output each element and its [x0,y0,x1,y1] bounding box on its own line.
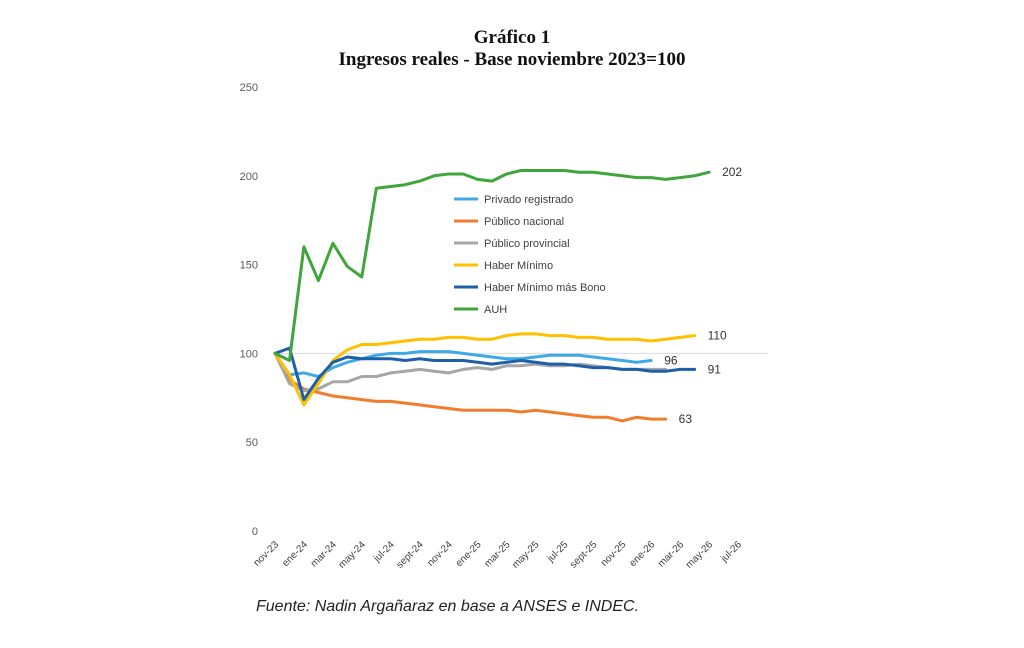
x-tick-label-22: sept-25 [568,539,600,571]
y-tick-label-3: 150 [240,260,258,272]
series-line-4 [273,346,697,402]
x-tick-label-0: nov-23 [252,539,282,569]
y-tick-label-1: 50 [246,437,258,449]
end-label-1: 110 [708,329,727,343]
legend-label-3: Haber Mínimo [484,260,553,272]
y-tick-label-2: 100 [240,348,258,360]
end-label-2: 96 [664,354,678,368]
chart-subtitle: Ingresos reales - Base noviembre 2023=10… [338,49,686,70]
x-tick-label-32: jul-26 [718,539,744,565]
x-tick-label-10: sept-24 [394,539,426,571]
x-tick-label-6: may-24 [337,539,369,571]
legend-label-0: Privado registrado [484,194,573,206]
x-tick-label-18: may-25 [510,539,542,571]
y-tick-label-0: 0 [252,526,258,538]
source-note: Fuente: Nadin Argañaraz en base a ANSES … [256,598,640,615]
x-tick-label-16: mar-25 [482,539,512,569]
end-label-4: 63 [679,412,693,426]
x-tick-label-2: ene-24 [280,539,310,569]
series-line-0 [273,350,653,378]
chart-title: Gráfico 1 [473,27,551,48]
x-tick-label-20: jul-25 [545,539,571,565]
end-label-0: 202 [722,165,742,179]
x-tick-label-14: ene-25 [454,539,484,569]
legend-label-4: Haber Mínimo más Bono [484,282,606,294]
y-tick-label-4: 200 [240,171,258,183]
series-line-5 [273,169,711,362]
y-tick-label-5: 250 [240,82,258,94]
x-tick-label-4: mar-24 [309,539,339,569]
end-label-3: 91 [708,362,722,376]
series-line-3 [273,332,697,407]
legend-label-2: Público provincial [484,238,570,250]
x-tick-label-12: nov-24 [425,539,455,569]
legend-label-1: Público nacional [484,216,564,228]
x-tick-label-24: nov-25 [599,539,629,569]
x-tick-label-26: ene-26 [628,539,658,569]
x-tick-label-30: may-26 [684,539,716,571]
series-line-1 [273,351,668,423]
x-tick-label-28: mar-26 [656,539,686,569]
x-tick-label-8: jul-24 [371,539,397,565]
legend-label-5: AUH [484,304,507,316]
